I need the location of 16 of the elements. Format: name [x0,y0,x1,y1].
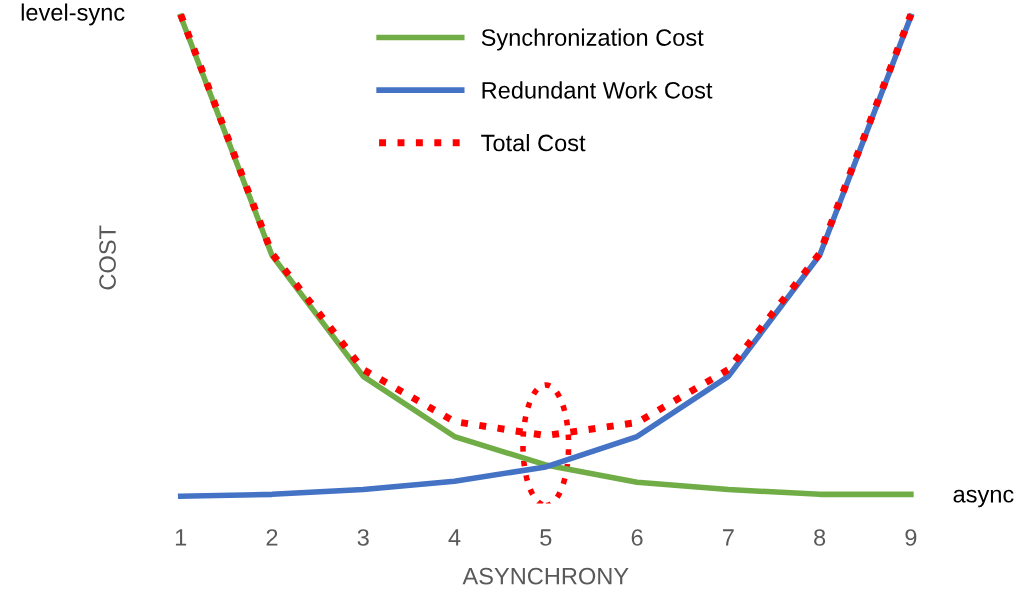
legend-label: Synchronization Cost [481,28,704,51]
x-axis-title: ASYNCHRONY [462,567,629,585]
x-tick-label: 6 [631,529,643,546]
x-tick-label: 7 [722,529,734,546]
legend-label: Total Cost [481,134,586,152]
x-tick-label: 1 [175,529,187,546]
x-tick-label: 8 [814,529,826,546]
x-tick-label: 3 [357,529,369,546]
x-tick-label: 4 [448,529,461,546]
legend-label: Redundant Work Cost [482,81,713,99]
y-axis-title: COST [99,225,116,290]
x-tick-label: 9 [905,529,917,546]
annotation: level-sync [21,3,125,26]
x-tick-label: 5 [540,529,552,546]
x-tick-label: 2 [266,529,278,546]
annotation: async [953,489,1014,508]
